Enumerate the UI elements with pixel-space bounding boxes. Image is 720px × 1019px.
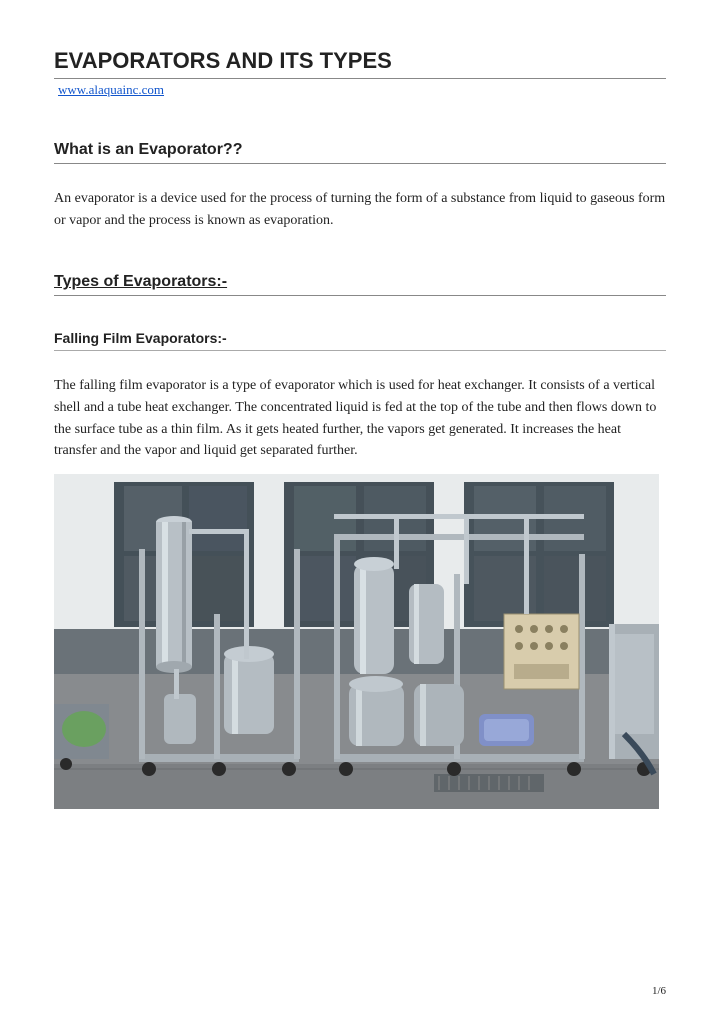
evaporator-photo [54, 474, 659, 809]
page-number: 1/6 [652, 985, 666, 997]
paragraph-falling-film: The falling film evaporator is a type of… [54, 375, 666, 462]
paragraph-intro: An evaporator is a device used for the p… [54, 188, 666, 231]
subsection-heading-falling-film: Falling Film Evaporators:- [54, 330, 666, 351]
page-title: EVAPORATORS AND ITS TYPES [54, 48, 666, 79]
section-heading-types: Types of Evaporators:- [54, 273, 666, 296]
section-heading-what-is: What is an Evaporator?? [54, 141, 666, 164]
source-link[interactable]: www.alaquainc.com [58, 82, 164, 98]
